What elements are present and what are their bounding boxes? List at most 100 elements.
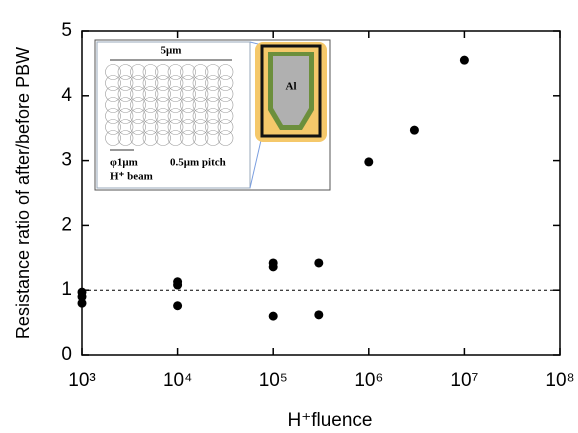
y-tick-label: 0 bbox=[61, 344, 72, 365]
data-point bbox=[268, 262, 278, 272]
beam-spot bbox=[117, 86, 134, 102]
beam-spot bbox=[205, 64, 221, 80]
beam-spot bbox=[155, 86, 171, 102]
beam-spot bbox=[105, 64, 121, 80]
x-tick-label: 10⁶ bbox=[354, 370, 383, 391]
inset-metal: Al bbox=[286, 81, 297, 93]
x-tick-label: 10³ bbox=[68, 370, 95, 391]
data-point bbox=[268, 311, 278, 321]
data-point bbox=[314, 310, 324, 320]
y-axis-label: Resistance ratio of after/before PBW bbox=[13, 47, 33, 339]
beam-spot bbox=[192, 119, 209, 135]
inset-width-label: 5μm bbox=[161, 45, 182, 57]
beam-spot bbox=[192, 86, 209, 102]
beam-spot bbox=[217, 97, 234, 113]
beam-spot bbox=[130, 75, 146, 91]
beam-spot bbox=[155, 130, 171, 146]
beam-spot bbox=[205, 97, 221, 113]
beam-grid bbox=[105, 64, 234, 146]
pad-frame bbox=[260, 44, 322, 138]
beam-spot bbox=[217, 86, 234, 102]
beam-spot bbox=[217, 75, 234, 91]
y-tick-label: 5 bbox=[61, 20, 72, 41]
beam-spot bbox=[105, 75, 121, 91]
beam-spot bbox=[142, 130, 159, 146]
beam-spot bbox=[155, 75, 171, 91]
beam-spot bbox=[117, 97, 134, 113]
beam-spot bbox=[155, 119, 171, 135]
beam-spot bbox=[180, 119, 196, 135]
beam-spot bbox=[142, 108, 159, 124]
beam-spot bbox=[180, 86, 196, 102]
beam-spot bbox=[167, 86, 184, 102]
data-point bbox=[409, 125, 419, 135]
beam-spot bbox=[167, 130, 184, 146]
data-point bbox=[173, 301, 183, 311]
data-point bbox=[77, 292, 87, 302]
y-tick-label: 1 bbox=[61, 279, 72, 300]
beam-spot bbox=[192, 97, 209, 113]
beam-spot bbox=[180, 108, 196, 124]
beam-spot bbox=[130, 108, 146, 124]
beam-spot bbox=[192, 130, 209, 146]
beam-spot bbox=[117, 75, 134, 91]
beam-spot bbox=[155, 64, 171, 80]
y-tick-label: 3 bbox=[61, 150, 72, 171]
beam-spot bbox=[205, 130, 221, 146]
beam-spot bbox=[142, 119, 159, 135]
beam-spot bbox=[105, 108, 121, 124]
inset-left-panel bbox=[96, 41, 251, 189]
y-tick-label: 4 bbox=[61, 85, 72, 106]
beam-spot bbox=[167, 108, 184, 124]
beam-spot bbox=[167, 97, 184, 113]
beam-spot bbox=[155, 97, 171, 113]
data-point bbox=[173, 280, 183, 290]
data-point bbox=[459, 55, 469, 65]
beam-spot bbox=[205, 86, 221, 102]
beam-spot bbox=[217, 64, 234, 80]
beam-spot bbox=[105, 97, 121, 113]
beam-spot bbox=[117, 130, 134, 146]
beam-spot bbox=[217, 119, 234, 135]
plot-frame bbox=[81, 30, 561, 356]
beam-spot bbox=[205, 108, 221, 124]
data-point bbox=[364, 157, 374, 167]
beam-spot bbox=[142, 64, 159, 80]
beam-spot bbox=[180, 64, 196, 80]
inset-beam-size: φ1μm bbox=[110, 157, 138, 169]
beam-spot bbox=[217, 130, 234, 146]
beam-spot bbox=[130, 130, 146, 146]
beam-spot bbox=[105, 130, 121, 146]
beam-spot bbox=[180, 97, 196, 113]
beam-spot bbox=[192, 108, 209, 124]
beam-spot bbox=[180, 130, 196, 146]
x-tick-label: 10⁸ bbox=[545, 370, 574, 391]
beam-spot bbox=[117, 119, 134, 135]
beam-spot bbox=[155, 108, 171, 124]
beam-spot bbox=[205, 75, 221, 91]
y-tick-label: 2 bbox=[61, 214, 72, 235]
x-tick-label: 10⁵ bbox=[259, 370, 288, 391]
beam-spot bbox=[142, 75, 159, 91]
zoom-line bbox=[249, 135, 263, 189]
beam-spot bbox=[142, 86, 159, 102]
x-tick-label: 10⁴ bbox=[163, 370, 192, 391]
beam-spot bbox=[217, 108, 234, 124]
pad-metal bbox=[273, 56, 309, 125]
beam-spot bbox=[180, 75, 196, 91]
beam-spot bbox=[192, 64, 209, 80]
data-point bbox=[314, 258, 324, 268]
inset-pitch: 0.5μm pitch bbox=[170, 157, 226, 169]
x-axis-label: H⁺fluence bbox=[287, 410, 372, 431]
beam-spot bbox=[192, 75, 209, 91]
data-point bbox=[77, 298, 87, 308]
beam-spot bbox=[142, 97, 159, 113]
beam-spot bbox=[167, 75, 184, 91]
beam-spot bbox=[117, 64, 134, 80]
beam-spot bbox=[105, 86, 121, 102]
beam-spot bbox=[130, 86, 146, 102]
beam-spot bbox=[105, 119, 121, 135]
beam-spot bbox=[117, 108, 134, 124]
beam-spot bbox=[167, 64, 184, 80]
